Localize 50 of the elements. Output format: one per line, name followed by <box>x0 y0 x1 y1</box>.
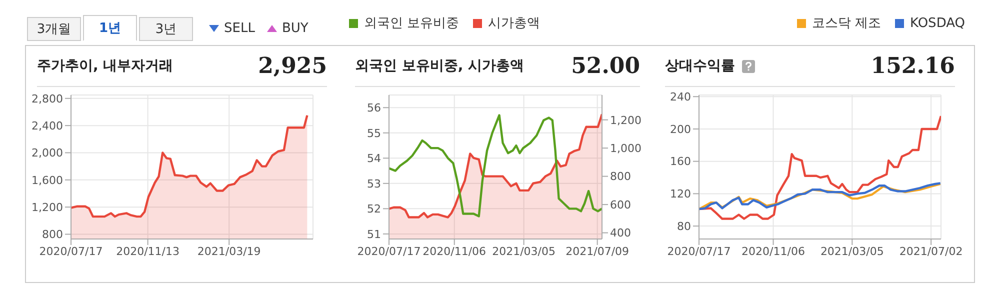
y-tick-label: 240 <box>670 90 691 104</box>
text: 1년 <box>83 15 137 41</box>
text: 52.00 <box>571 53 640 79</box>
y-tick-label: 1,200 <box>32 200 63 214</box>
chart-title: 상대수익률 <box>665 57 736 75</box>
legend-label: 시가총액 <box>487 15 540 32</box>
y-tick-label: 52 <box>367 202 381 216</box>
text: 3개월 <box>27 17 81 41</box>
y-tick-label: 53 <box>367 177 381 190</box>
y-tick-label: 51 <box>367 228 381 241</box>
line-series <box>699 114 941 220</box>
text: SELL <box>223 20 255 38</box>
text: 2,925 <box>258 53 327 79</box>
y2-tick-label: 800 <box>610 170 631 184</box>
x-tick-label: 2020/11/13 <box>116 244 180 258</box>
text: 152.16 <box>870 53 955 79</box>
x-tick-label: 2021/07/09 <box>566 244 630 258</box>
legend-label: KOSDAQ <box>909 14 965 32</box>
x-tick-label: 2020/07/17 <box>39 244 103 258</box>
x-tick-label: 2021/03/05 <box>492 244 556 258</box>
y-tick-label: 1,600 <box>32 174 63 187</box>
text: BUY <box>280 20 308 38</box>
y2-tick-label: 1,000 <box>610 142 642 155</box>
y-tick-label: 2,800 <box>32 92 63 106</box>
legend-label: 코스닥 제조 <box>810 15 882 32</box>
y-tick-label: 800 <box>42 228 63 242</box>
y-tick-label: 80 <box>677 220 691 233</box>
x-tick-label: 2021/07/02 <box>899 244 963 258</box>
y-tick-label: 2,400 <box>32 119 63 132</box>
y-tick-label: 160 <box>670 155 691 168</box>
chart-title: 주가추이, 내부자거래 <box>37 57 174 75</box>
y-tick-label: 55 <box>367 126 381 140</box>
x-tick-label: 2020/07/17 <box>357 244 421 258</box>
x-tick-label: 2021/03/19 <box>197 244 261 258</box>
y-tick-label: 56 <box>367 102 381 115</box>
chart-title: 외국인 보유비중, 시가총액 <box>355 57 524 75</box>
x-tick-label: 2020/11/06 <box>742 244 805 258</box>
y-tick-label: 200 <box>670 122 691 136</box>
x-tick-label: 2020/11/06 <box>422 244 486 258</box>
y-tick-label: 54 <box>367 152 381 166</box>
y2-tick-label: 1,200 <box>610 114 642 127</box>
y-tick-label: 2,000 <box>32 146 63 160</box>
x-tick-label: 2021/03/05 <box>820 244 884 258</box>
y2-tick-label: 600 <box>610 198 631 212</box>
x-tick-label: 2020/07/17 <box>667 244 731 258</box>
y2-tick-label: 400 <box>610 226 631 240</box>
y-tick-label: 120 <box>670 188 691 201</box>
text: 3년 <box>139 17 193 41</box>
line-series <box>389 114 602 218</box>
legend-label: 외국인 보유비중 <box>363 15 460 32</box>
